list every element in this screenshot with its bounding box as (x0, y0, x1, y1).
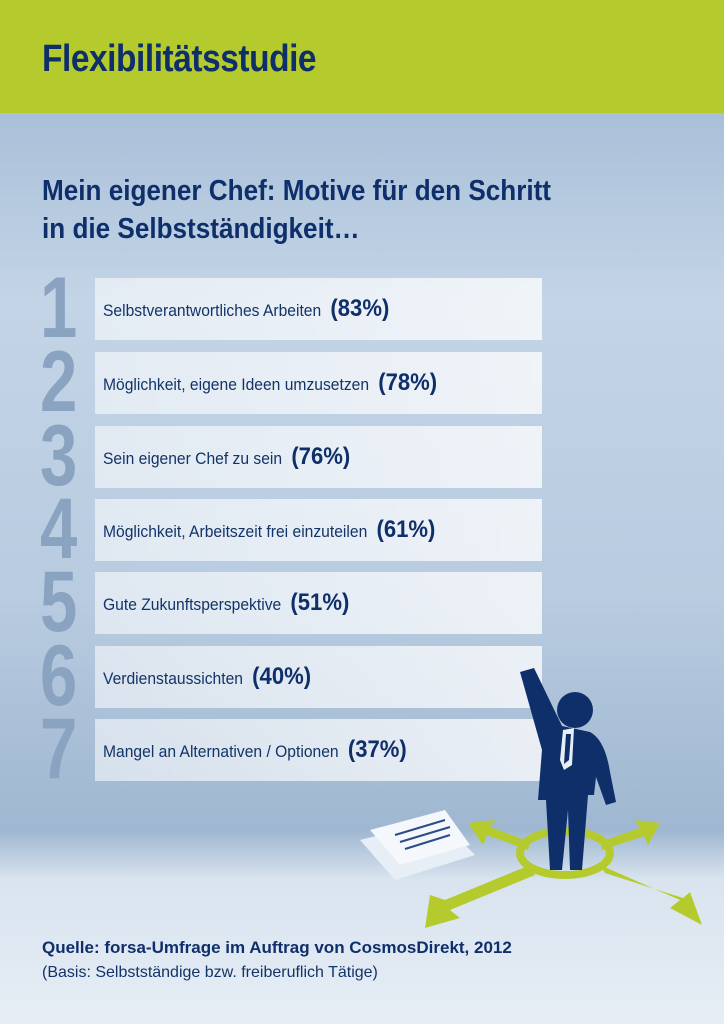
item-percent: (83%) (330, 295, 390, 322)
document-icon (360, 810, 475, 880)
item-label: Selbstverantwortliches Arbeiten (83%) (103, 295, 389, 323)
item-label: Sein eigener Chef zu sein (76%) (103, 443, 350, 471)
item-text: Mangel an Alternativen / Optionen (103, 742, 339, 761)
item-text: Sein eigener Chef zu sein (103, 449, 283, 468)
item-percent: (40%) (252, 663, 312, 690)
rank-number: 1 (40, 260, 78, 356)
page-title: Flexibilitätsstudie (42, 38, 317, 80)
rank-number: 5 (40, 554, 78, 650)
arrows-icon (425, 820, 702, 928)
list-item: Möglichkeit, Arbeitszeit frei einzuteile… (95, 499, 542, 561)
list-item: Mangel an Alternativen / Optionen (37%) (95, 719, 542, 781)
item-label: Gute Zukunftsperspektive (51%) (103, 589, 349, 617)
subtitle: Mein eigener Chef: Motive für den Schrit… (42, 172, 551, 248)
rank-number: 3 (40, 408, 78, 504)
source-line: Quelle: forsa-Umfrage im Auftrag von Cos… (42, 938, 512, 957)
rank-number: 2 (40, 334, 78, 430)
list-item: Selbstverantwortliches Arbeiten (83%) (95, 278, 542, 340)
rank-number: 6 (40, 628, 78, 724)
item-text: Gute Zukunftsperspektive (103, 595, 282, 614)
item-label: Möglichkeit, Arbeitszeit frei einzuteile… (103, 516, 435, 544)
item-text: Möglichkeit, eigene Ideen umzusetzen (103, 375, 370, 394)
item-text: Möglichkeit, Arbeitszeit frei einzuteile… (103, 522, 368, 541)
item-percent: (37%) (347, 736, 407, 763)
item-percent: (61%) (376, 516, 436, 543)
subtitle-line-1: Mein eigener Chef: Motive für den Schrit… (42, 175, 552, 207)
item-label: Verdienstaussichten (40%) (103, 663, 311, 691)
source-basis: (Basis: Selbstständige bzw. freiberuflic… (42, 964, 378, 981)
item-text: Selbstverantwortliches Arbeiten (103, 301, 322, 320)
rank-number: 4 (40, 481, 78, 577)
item-text: Verdienstaussichten (103, 669, 243, 688)
list-item: Verdienstaussichten (40%) (95, 646, 542, 708)
item-percent: (51%) (290, 589, 350, 616)
businessman-figure (520, 668, 616, 870)
item-label: Mangel an Alternativen / Optionen (37%) (103, 736, 407, 764)
rank-number: 7 (40, 701, 78, 797)
subtitle-line-2: in die Selbstständigkeit… (42, 213, 360, 245)
item-label: Möglichkeit, eigene Ideen umzusetzen (78%… (103, 369, 437, 397)
list-item: Möglichkeit, eigene Ideen umzusetzen (78%… (95, 352, 542, 414)
list-item: Gute Zukunftsperspektive (51%) (95, 572, 542, 634)
header-band: Flexibilitätsstudie (0, 0, 724, 113)
list-item: Sein eigener Chef zu sein (76%) (95, 426, 542, 488)
businessman-illustration (360, 668, 702, 928)
item-percent: (78%) (378, 369, 438, 396)
item-percent: (76%) (291, 443, 351, 470)
